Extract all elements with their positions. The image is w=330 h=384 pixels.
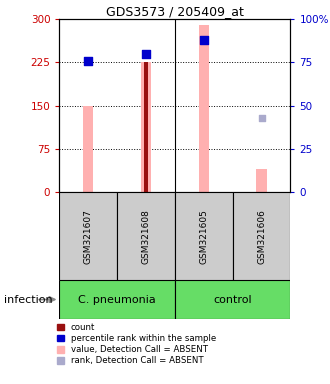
Point: [201, 37, 207, 43]
Bar: [175, 280, 290, 319]
Text: GSM321607: GSM321607: [84, 209, 93, 263]
Text: control: control: [213, 295, 252, 305]
Point: [143, 51, 148, 57]
Text: GSM321605: GSM321605: [199, 209, 208, 263]
Point: [259, 115, 264, 121]
Bar: [83, 106, 93, 192]
Bar: [199, 25, 209, 192]
Bar: [256, 169, 267, 192]
Bar: [117, 192, 175, 280]
Text: C. pneumonia: C. pneumonia: [78, 295, 156, 305]
Bar: [144, 63, 149, 192]
Bar: [59, 192, 117, 280]
Legend: count, percentile rank within the sample, value, Detection Call = ABSENT, rank, : count, percentile rank within the sample…: [57, 323, 216, 366]
Bar: [141, 63, 151, 192]
Bar: [233, 192, 290, 280]
Point: [85, 58, 91, 64]
Bar: [59, 280, 175, 319]
Text: GSM321608: GSM321608: [142, 209, 150, 263]
Text: GSM321606: GSM321606: [257, 209, 266, 263]
Bar: [175, 192, 233, 280]
Text: infection: infection: [4, 295, 53, 305]
Title: GDS3573 / 205409_at: GDS3573 / 205409_at: [106, 5, 244, 18]
